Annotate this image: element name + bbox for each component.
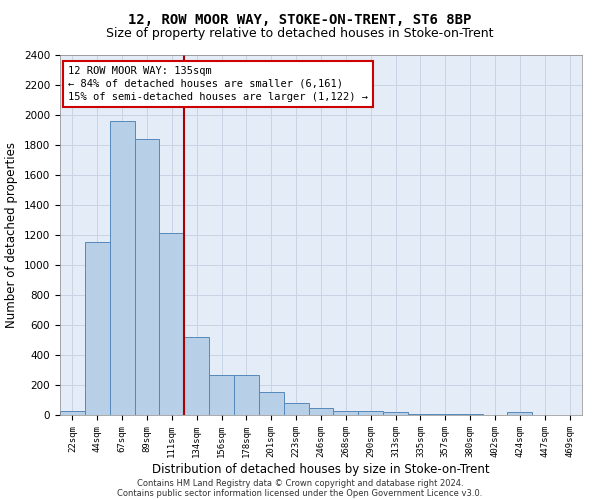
Bar: [383, 412, 408, 415]
Bar: [408, 414, 433, 415]
Bar: [433, 414, 458, 415]
Y-axis label: Number of detached properties: Number of detached properties: [5, 142, 19, 328]
Bar: [134, 139, 160, 415]
Bar: [284, 403, 308, 415]
Bar: [508, 412, 532, 415]
Text: Size of property relative to detached houses in Stoke-on-Trent: Size of property relative to detached ho…: [106, 28, 494, 40]
Text: Contains HM Land Registry data © Crown copyright and database right 2024.: Contains HM Land Registry data © Crown c…: [137, 478, 463, 488]
X-axis label: Distribution of detached houses by size in Stoke-on-Trent: Distribution of detached houses by size …: [152, 462, 490, 475]
Bar: [160, 234, 184, 415]
Bar: [259, 392, 284, 415]
Bar: [458, 414, 482, 415]
Bar: [308, 408, 334, 415]
Bar: [209, 375, 234, 415]
Bar: [85, 242, 110, 415]
Bar: [334, 410, 358, 415]
Bar: [60, 410, 85, 415]
Bar: [234, 375, 259, 415]
Bar: [184, 337, 209, 415]
Bar: [358, 410, 383, 415]
Bar: [110, 121, 134, 415]
Text: 12, ROW MOOR WAY, STOKE-ON-TRENT, ST6 8BP: 12, ROW MOOR WAY, STOKE-ON-TRENT, ST6 8B…: [128, 12, 472, 26]
Text: Contains public sector information licensed under the Open Government Licence v3: Contains public sector information licen…: [118, 488, 482, 498]
Text: 12 ROW MOOR WAY: 135sqm
← 84% of detached houses are smaller (6,161)
15% of semi: 12 ROW MOOR WAY: 135sqm ← 84% of detache…: [68, 66, 368, 102]
